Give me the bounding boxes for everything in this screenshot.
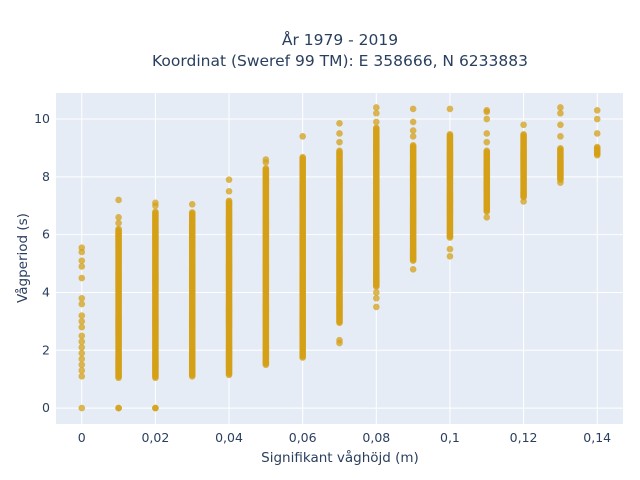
- data-point: [299, 153, 306, 161]
- data-point: [409, 142, 417, 149]
- data-point: [557, 179, 564, 186]
- data-point: [557, 104, 564, 111]
- data-point: [409, 266, 417, 273]
- data-point: [78, 349, 86, 357]
- data-point: [262, 165, 270, 172]
- y-tick-label: 0: [42, 400, 50, 415]
- data-point: [152, 208, 159, 216]
- data-point: [373, 294, 380, 302]
- data-point: [483, 138, 491, 146]
- data-point: [78, 367, 86, 374]
- x-tick-label: 0,1: [440, 430, 460, 445]
- data-point: [483, 115, 491, 123]
- data-point: [483, 214, 491, 221]
- data-point: [78, 312, 86, 319]
- data-point: [446, 253, 454, 260]
- y-tick-label: 8: [42, 169, 50, 184]
- data-point: [78, 338, 86, 345]
- data-point: [78, 274, 86, 282]
- data-point: [593, 107, 601, 114]
- data-point: [78, 404, 86, 412]
- data-point: [336, 120, 343, 127]
- data-point: [373, 104, 380, 111]
- y-tick-label: 2: [42, 342, 50, 357]
- data-point: [299, 133, 306, 140]
- data-point: [115, 196, 122, 204]
- data-point: [336, 336, 343, 344]
- data-point: [409, 127, 417, 134]
- chart-title-line2: Koordinat (Sweref 99 TM): E 358666, N 62…: [152, 52, 528, 70]
- data-point: [483, 107, 491, 114]
- x-tick-label: 0,06: [289, 430, 317, 445]
- y-tick-label: 10: [34, 111, 50, 126]
- data-point: [520, 198, 527, 205]
- data-point: [115, 404, 122, 412]
- data-point: [409, 118, 417, 126]
- data-point: [115, 219, 122, 227]
- data-point: [373, 289, 380, 296]
- x-tick-label: 0,04: [215, 430, 243, 445]
- data-point: [446, 245, 454, 253]
- data-point: [78, 355, 86, 363]
- data-point: [557, 133, 564, 140]
- data-point: [593, 115, 601, 123]
- ticks-layer: 0 0,02 0,04 0,06 0,08 0,1 0,12 0,14 0 2 4 6 8 10: [34, 111, 611, 445]
- data-point: [336, 130, 343, 137]
- points-layer: [78, 104, 601, 412]
- data-point: [78, 318, 86, 325]
- y-tick-label: 6: [42, 227, 50, 242]
- data-point: [446, 131, 454, 138]
- data-point: [262, 156, 270, 163]
- data-point: [188, 200, 196, 208]
- data-point: [78, 294, 86, 302]
- data-point: [78, 263, 86, 270]
- x-tick-label: 0,12: [510, 430, 538, 445]
- data-point: [152, 404, 159, 412]
- data-point: [557, 121, 564, 129]
- data-point: [336, 147, 343, 155]
- x-tick-label: 0,14: [583, 430, 611, 445]
- data-point: [409, 105, 417, 113]
- data-point: [225, 176, 233, 184]
- data-point: [520, 121, 527, 129]
- data-point: [78, 332, 86, 340]
- data-point: [78, 244, 86, 251]
- data-point: [373, 303, 380, 311]
- data-point: [409, 133, 417, 140]
- data-point: [520, 131, 527, 138]
- data-point: [152, 199, 159, 207]
- data-point: [336, 138, 343, 146]
- x-tick-label: 0,02: [141, 430, 169, 445]
- data-point: [78, 344, 86, 351]
- data-point: [446, 105, 454, 113]
- data-point: [78, 361, 86, 369]
- data-point: [115, 225, 122, 233]
- data-point: [225, 187, 233, 195]
- data-point: [557, 145, 564, 152]
- data-point: [78, 257, 86, 264]
- data-point: [483, 130, 491, 137]
- x-tick-label: 0: [78, 430, 86, 445]
- data-point: [593, 130, 601, 137]
- data-point: [225, 197, 233, 205]
- y-axis-label: Vågperiod (s): [14, 213, 31, 303]
- data-point: [115, 214, 122, 221]
- data-point: [78, 323, 86, 331]
- data-point: [373, 124, 380, 132]
- data-point: [557, 109, 564, 117]
- y-tick-label: 4: [42, 284, 50, 299]
- data-point: [373, 118, 380, 126]
- data-point: [373, 109, 380, 117]
- x-axis-label: Signifikant våghöjd (m): [261, 449, 419, 466]
- chart-title-line1: År 1979 - 2019: [282, 30, 398, 49]
- data-point: [78, 300, 86, 308]
- data-point: [483, 147, 491, 155]
- data-point: [593, 143, 601, 151]
- x-tick-label: 0,08: [362, 430, 390, 445]
- data-point: [188, 209, 196, 216]
- data-point: [78, 373, 86, 380]
